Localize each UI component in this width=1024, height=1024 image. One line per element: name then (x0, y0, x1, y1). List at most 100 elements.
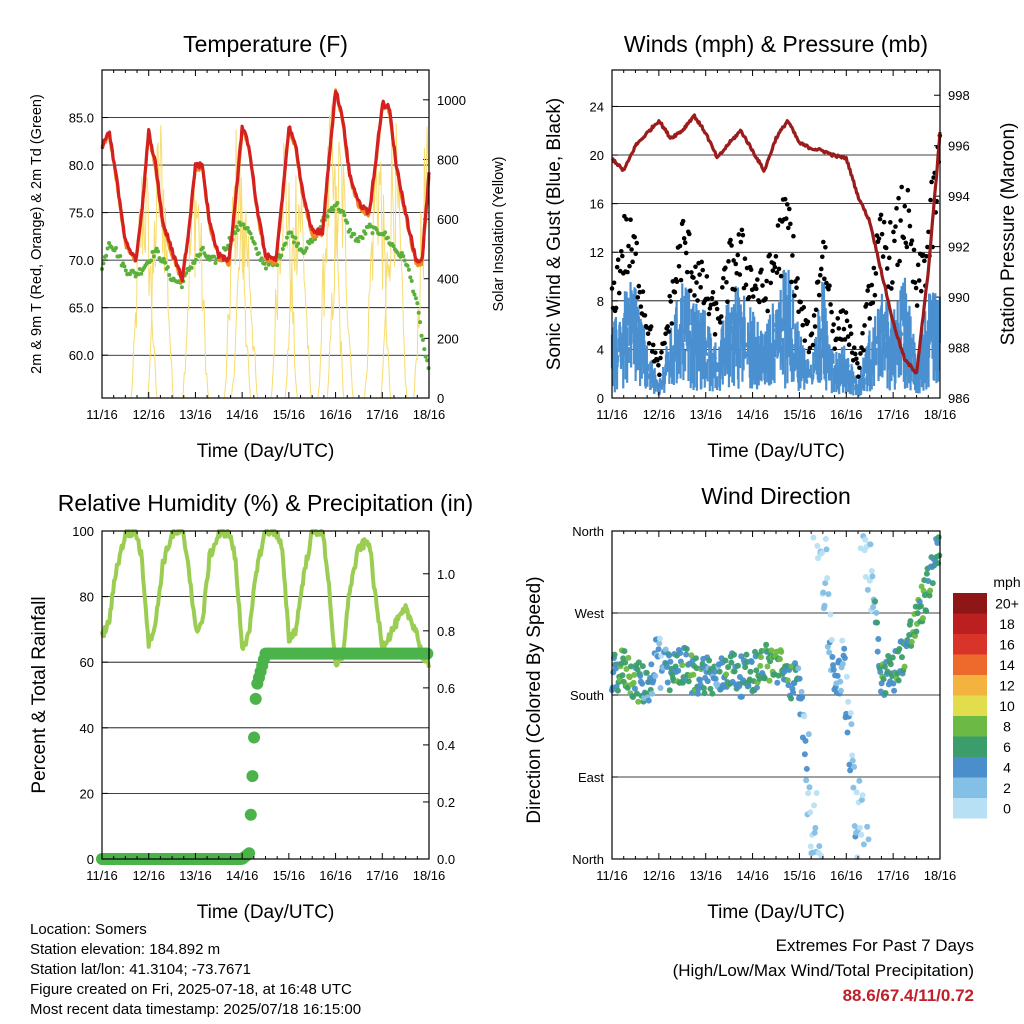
dir-direction-point (853, 789, 860, 796)
wind-gust-point (895, 262, 900, 268)
temp-solar-series (181, 180, 209, 399)
temp-dewpoint-point (212, 254, 217, 259)
wind-gust-point (662, 340, 667, 346)
dir-direction-point (790, 689, 797, 696)
wind-gust-point (878, 212, 884, 218)
temp-dewpoint-point (107, 240, 112, 245)
legend-label: 12 (999, 677, 1015, 693)
wind-gust-point (731, 258, 736, 263)
wind-gust-point (813, 307, 819, 313)
wind-gust-point (807, 345, 813, 351)
dir-direction-point (683, 646, 690, 653)
dir-direction-point (801, 751, 808, 758)
temp-dewpoint-point (391, 244, 396, 249)
dir-direction-point (847, 710, 854, 717)
dir-direction-point (907, 618, 914, 625)
dir-direction-point (818, 852, 825, 859)
wind-gust-point (733, 261, 739, 267)
dir-direction-point (657, 684, 664, 691)
wind-gust-point (687, 231, 692, 237)
wind-gust-point (757, 299, 762, 305)
wind-gust-point (735, 252, 741, 258)
dir-direction-point (898, 654, 905, 661)
temp-x-tick-label: 17/16 (366, 407, 399, 422)
temp-dewpoint-point (167, 272, 172, 277)
extremes-subtitle: (High/Low/Max Wind/Total Precipitation) (672, 961, 974, 980)
legend-label: 6 (1003, 739, 1011, 755)
wind-gust-point (791, 233, 796, 239)
dir-direction-point (919, 615, 926, 622)
dir-direction-point (846, 761, 853, 768)
wind-gust-point (692, 293, 697, 298)
extremes-values: 88.6/67.4/11/0.72 (842, 986, 974, 1005)
legend-swatch (953, 798, 987, 819)
wind-gust-point (916, 278, 922, 283)
temp-dewpoint-point (179, 285, 184, 290)
dir-direction-point (633, 690, 640, 697)
wind-gust-point (858, 351, 863, 356)
dir-direction-point (847, 767, 854, 774)
dir-direction-point (851, 763, 858, 770)
wind-gust-point (841, 326, 847, 332)
dir-x-tick-label: 15/16 (783, 868, 816, 883)
wind-gust-point (926, 229, 931, 235)
wind-gust-point (889, 286, 894, 291)
temp-dewpoint-point (133, 274, 138, 279)
temperature-title: Temperature (F) (183, 31, 348, 57)
dir-direction-point (685, 678, 692, 685)
dir-direction-point (799, 694, 806, 701)
dir-direction-point (845, 698, 852, 705)
wind-gust-point (725, 299, 730, 305)
temp-dewpoint-point (348, 227, 353, 232)
wind-gust-point (871, 265, 877, 271)
dir-direction-point (869, 573, 876, 580)
wind-gust-point (810, 342, 816, 348)
wind-gust-point (862, 323, 867, 328)
wind-gust-point (899, 184, 904, 190)
wind-x-tick-label: 16/16 (830, 407, 863, 422)
wind-gust-point (634, 240, 640, 246)
wind-gust-point (672, 289, 678, 295)
temp-dewpoint-point (149, 258, 154, 263)
extremes-box: Extremes For Past 7 Days (High/Low/Max W… (673, 933, 974, 1008)
temp-dewpoint-point (325, 214, 330, 219)
wind-gust-point (652, 350, 658, 355)
wind-gust-point (611, 280, 617, 286)
wind-gust-point (681, 236, 687, 241)
legend-swatch (953, 675, 987, 696)
wind-gust-point (847, 324, 853, 329)
wind-gust-point (887, 255, 892, 261)
dir-direction-point (811, 802, 818, 809)
rh-precip-point (243, 847, 256, 860)
dir-direction-point (784, 677, 791, 684)
dir-direction-point (841, 655, 848, 662)
wind-gust-point (658, 355, 663, 361)
dir-direction-point (848, 721, 855, 728)
wind-gust-point (642, 313, 648, 318)
legend-swatch (953, 654, 987, 675)
dir-y-tick-label: North (572, 524, 604, 539)
rh-y-tick-label: 40 (80, 721, 94, 736)
dir-direction-point (763, 641, 770, 648)
dir-direction-point (688, 652, 695, 659)
dir-direction-point (829, 653, 836, 660)
wind-gust-point (892, 238, 897, 244)
temp-dewpoint-point (245, 226, 250, 231)
dir-direction-point (667, 658, 674, 665)
wind-gust-point (881, 219, 887, 225)
temp-dewpoint-point (416, 310, 421, 315)
rh-x-tick-label: 17/16 (366, 868, 399, 883)
wind-gust-point (684, 269, 690, 275)
wind-y-tick-label: 4 (597, 342, 604, 357)
legend-swatch (953, 777, 987, 798)
temperature-xlabel: Time (Day/UTC) (197, 441, 335, 462)
wind-gust-point (823, 244, 828, 250)
wind-gust-point (714, 306, 720, 312)
temp-2m-temp-series (100, 89, 431, 283)
wind-gust-point (677, 243, 683, 249)
temp-dewpoint-point (284, 235, 289, 240)
wind-gust-point (869, 282, 875, 288)
wind-gust-point (625, 269, 630, 275)
rh-y-tick-label: 100 (72, 524, 94, 539)
wind-gust-point (845, 334, 851, 339)
